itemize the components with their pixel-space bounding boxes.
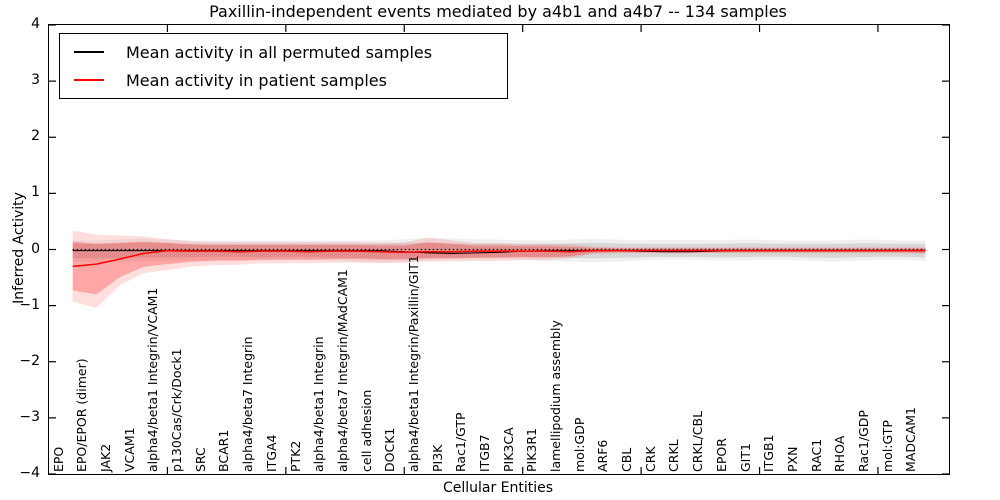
x-category-label: alpha4/beta1 Integrin/VCAM1 xyxy=(145,287,161,472)
x-category-label: CRKL xyxy=(666,439,682,472)
x-category-label: Rac1/GDP xyxy=(855,410,871,472)
x-category-label: BCAR1 xyxy=(216,429,232,472)
legend-entry-permuted: Mean activity in all permuted samples xyxy=(60,38,507,66)
x-category-label: EPO xyxy=(50,446,66,472)
x-category-label: alpha4/beta7 Integrin xyxy=(240,336,256,472)
y-tick-label: −1 xyxy=(19,296,40,313)
plot-frame: EPO EPO/EPOR (dimer) JAK2 VCAM1 alpha4/beta1… xyxy=(48,24,950,475)
x-category-label: EPOR xyxy=(713,438,729,472)
x-category-label: RAC1 xyxy=(808,438,824,472)
x-category-label: alpha4/beta1 Integrin xyxy=(311,336,327,472)
x-axis-label: Cellular Entities xyxy=(442,480,554,496)
plot-area xyxy=(49,25,949,474)
y-tick-label: 0 xyxy=(31,240,40,257)
legend-label-permuted: Mean activity in all permuted samples xyxy=(126,42,433,62)
x-category-label: ARF6 xyxy=(595,439,611,472)
legend-label-patient: Mean activity in patient samples xyxy=(126,70,387,90)
x-category-label: CBL xyxy=(619,447,635,472)
x-category-label: VCAM1 xyxy=(121,427,137,472)
y-tick-label: −4 xyxy=(19,465,40,481)
x-category-label: p130Cas/Crk/Dock1 xyxy=(169,348,185,472)
y-tick-label: −3 xyxy=(19,408,40,425)
x-category-label: CRKL/CBL xyxy=(690,410,706,472)
x-category-label: ITGB1 xyxy=(761,434,777,472)
legend: Mean activity in all permuted samples Me… xyxy=(59,33,508,99)
chart-title: Paxillin-independent events mediated by … xyxy=(209,2,787,21)
x-category-label: mol:GDP xyxy=(571,417,587,472)
x-category-label: ITGB7 xyxy=(477,434,492,472)
x-category-label: SRC xyxy=(192,447,208,472)
x-category-label: Rac1/GTP xyxy=(453,412,469,472)
x-category-label: EPO/EPOR (dimer) xyxy=(74,358,90,472)
x-category-label: PIK3R1 xyxy=(524,427,540,472)
x-category-label: MADCAM1 xyxy=(903,407,919,472)
y-tick-label: −2 xyxy=(19,352,40,369)
x-category-label: ITGA4 xyxy=(263,434,279,472)
x-category-label: PXN xyxy=(784,446,800,472)
x-category-label: DOCK1 xyxy=(382,427,398,472)
x-category-label: lamellipodium assembly xyxy=(548,320,564,472)
legend-entry-patient: Mean activity in patient samples xyxy=(60,66,507,94)
x-category-label: alpha4/beta1 Integrin/Paxillin/GIT1 xyxy=(405,255,421,472)
x-category-label: GIT1 xyxy=(737,443,753,472)
legend-line-patient-icon xyxy=(74,79,104,81)
x-category-label: mol:GTP xyxy=(879,420,895,472)
y-tick-label: 3 xyxy=(31,72,40,89)
x-category-label: alpha4/beta7 Integrin/MAdCAM1 xyxy=(334,269,350,472)
x-category-label: PI3K xyxy=(429,444,445,472)
x-category-label: PIK3CA xyxy=(500,427,516,472)
x-category-label: JAK2 xyxy=(98,443,114,472)
x-category-label: RHOA xyxy=(832,435,848,472)
x-category-label: CRK xyxy=(642,446,658,472)
x-category-label: PTK2 xyxy=(287,440,303,472)
x-category-label: cell adhesion xyxy=(358,389,374,472)
y-tick-label: 2 xyxy=(31,128,40,145)
y-tick-label: 1 xyxy=(31,184,40,201)
y-tick-label: 4 xyxy=(31,16,40,32)
legend-line-permuted-icon xyxy=(74,51,104,53)
